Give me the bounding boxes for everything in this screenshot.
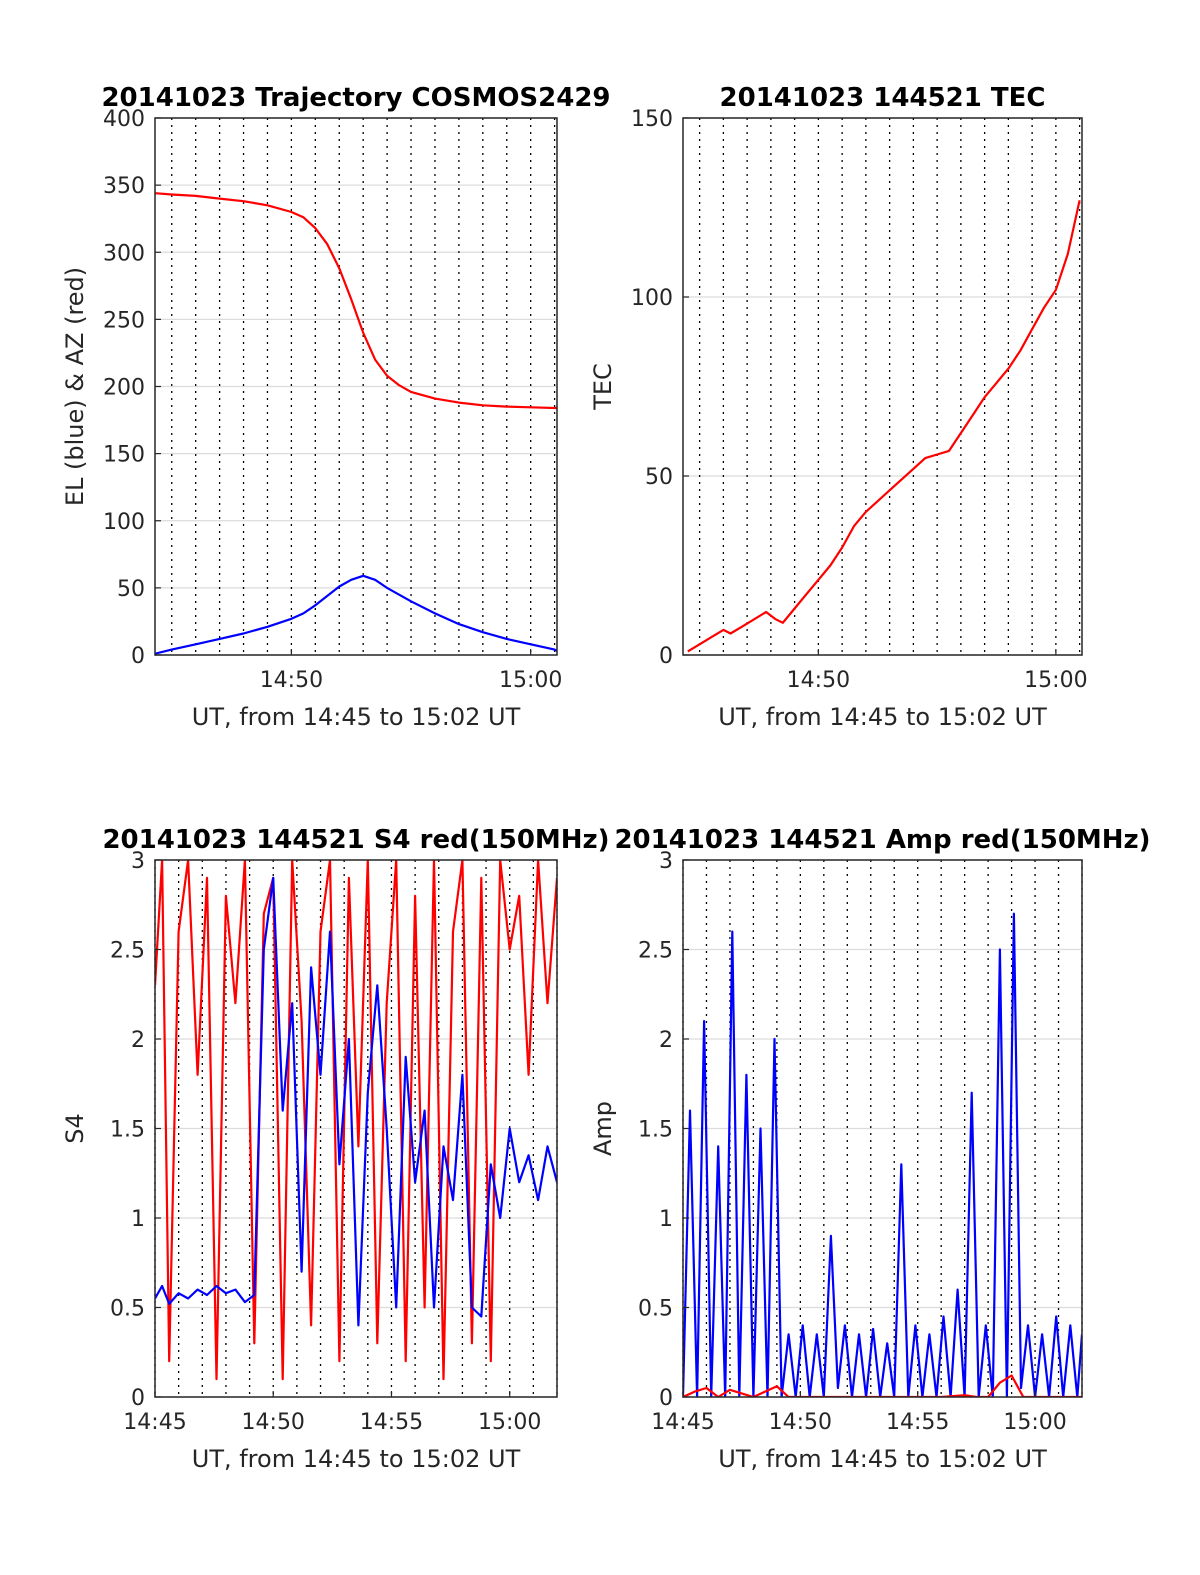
y-tick-label: 1.5 <box>110 1118 145 1143</box>
y-tick-label: 200 <box>103 376 145 401</box>
series-line-2 <box>155 574 557 655</box>
x-tick-label: 14:50 <box>787 668 850 693</box>
series-line-1 <box>155 192 557 410</box>
y-tick-label: 3 <box>659 849 673 874</box>
y-axis-label: Amp <box>589 1101 617 1156</box>
y-tick-label: 300 <box>103 241 145 266</box>
y-tick-label: 1 <box>659 1207 673 1232</box>
series-line-1 <box>155 860 557 1381</box>
x-tick-label: 14:50 <box>260 668 323 693</box>
y-tick-label: 1.5 <box>638 1118 673 1143</box>
y-tick-label: 1 <box>131 1207 145 1232</box>
series-line-2 <box>155 876 557 1327</box>
y-axis-label: S4 <box>61 1113 89 1144</box>
x-tick-label: 14:45 <box>123 1410 186 1435</box>
y-axis-label: EL (blue) & AZ (red) <box>61 267 89 506</box>
chart-panel-4: 0 0.5 1 1.5 2 2.5 3 14:45 14:50 14:55 15:00 2014102… <box>589 825 1151 1473</box>
x-axis-label: UT, from 14:45 to 15:02 UT <box>718 1445 1047 1473</box>
y-tick-label: 100 <box>631 286 673 311</box>
x-axis-label: UT, from 14:45 to 15:02 UT <box>192 1445 521 1473</box>
chart-panel-3: 0 0.5 1 1.5 2 2.5 3 14:45 14:50 14:55 15:00 2014102… <box>61 825 610 1473</box>
series-line-1 <box>683 912 1082 1397</box>
series-line-1 <box>687 200 1081 653</box>
series-line-2 <box>683 1374 1082 1397</box>
y-tick-label: 2.5 <box>638 939 673 964</box>
x-tick-label: 15:00 <box>1024 668 1087 693</box>
y-axis-label: TEC <box>589 363 617 411</box>
y-tick-label: 2 <box>659 1028 673 1053</box>
y-tick-label: 0 <box>659 1386 673 1411</box>
y-tick-label: 2.5 <box>110 939 145 964</box>
y-tick-label: 100 <box>103 510 145 535</box>
y-tick-label: 0 <box>131 644 145 669</box>
y-tick-label: 150 <box>103 443 145 468</box>
y-tick-label: 0 <box>131 1386 145 1411</box>
x-tick-label: 15:00 <box>1003 1410 1066 1435</box>
y-tick-label: 150 <box>631 107 673 132</box>
y-tick-label: 350 <box>103 174 145 199</box>
x-tick-label: 14:45 <box>651 1410 714 1435</box>
chart-title: 20141023 Trajectory COSMOS2429 <box>101 83 610 113</box>
y-tick-label: 50 <box>117 577 145 602</box>
x-tick-label: 15:00 <box>478 1410 541 1435</box>
plot-area <box>683 118 1082 655</box>
chart-title: 20141023 144521 S4 red(150MHz) <box>102 825 609 855</box>
y-tick-label: 400 <box>103 107 145 132</box>
y-tick-label: 50 <box>645 465 673 490</box>
x-tick-label: 14:55 <box>886 1410 949 1435</box>
y-tick-label: 3 <box>131 849 145 874</box>
x-tick-label: 14:55 <box>360 1410 423 1435</box>
chart-panel-2: 0 50 100 150 14:50 15:00 20141023 144521 TEC UT… <box>589 83 1088 731</box>
x-axis-label: UT, from 14:45 to 15:02 UT <box>192 703 521 731</box>
chart-title: 20141023 144521 TEC <box>720 83 1046 113</box>
y-tick-label: 0 <box>659 644 673 669</box>
y-tick-label: 0.5 <box>638 1297 673 1322</box>
y-tick-label: 2 <box>131 1028 145 1053</box>
x-tick-label: 14:50 <box>769 1410 832 1435</box>
y-tick-label: 0.5 <box>110 1297 145 1322</box>
x-tick-label: 15:00 <box>499 668 562 693</box>
x-axis-label: UT, from 14:45 to 15:02 UT <box>718 703 1047 731</box>
chart-title: 20141023 144521 Amp red(150MHz) <box>614 825 1150 855</box>
y-tick-label: 250 <box>103 308 145 333</box>
x-tick-label: 14:50 <box>242 1410 305 1435</box>
chart-panel-1: 0 50 100 150 200 250 300 350 400 14:50 15:00 201410… <box>61 83 611 731</box>
axes-box <box>682 117 1083 656</box>
